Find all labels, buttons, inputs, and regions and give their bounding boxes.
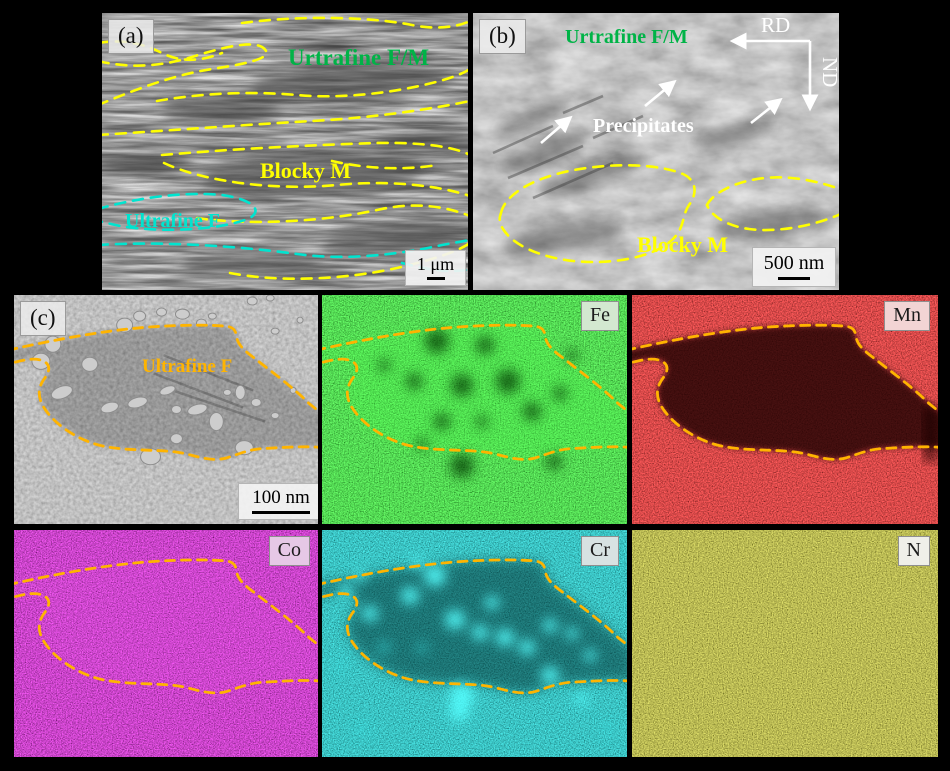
fe-depleted-spots: [378, 329, 578, 478]
eds-map-n: N: [632, 530, 938, 757]
label-rd-direction: RD: [761, 13, 791, 37]
scale-bar-line: [426, 277, 445, 280]
label-precipitates: Precipitates: [593, 115, 694, 137]
scale-bar-100nm: 100 nm: [238, 483, 318, 520]
blocky-m-dashed-outline: [498, 163, 839, 264]
precipitate-lath-patches: [496, 99, 828, 256]
panel-label-c: (c): [20, 301, 66, 336]
panel-b-sem-micrograph: (b) Urtrafine F/M Precipitates Blocky M …: [473, 13, 839, 290]
element-tag-cr: Cr: [581, 536, 619, 566]
sem-texture-a: [102, 13, 468, 290]
precipitate-arrows: [540, 79, 783, 144]
element-tag-fe: Fe: [581, 301, 619, 331]
scale-bar-line: [252, 511, 310, 514]
eds-texture-n: [632, 530, 938, 757]
precipitate-particles: [31, 295, 304, 466]
label-ultrafine-f-c: Ultrafine F: [142, 356, 233, 377]
label-ultrafine-fm-b: Urtrafine F/M: [565, 26, 688, 48]
eds-texture-cr: [322, 530, 627, 757]
label-nd-direction: ND: [818, 57, 839, 88]
scale-bar-text: 500 nm: [763, 252, 825, 274]
element-tag-n: N: [897, 536, 930, 566]
eds-map-fe: Fe: [322, 295, 627, 524]
scale-bar-text: 100 nm: [252, 487, 310, 508]
eds-texture-co: [14, 530, 318, 757]
cr-rich-precipitates: [339, 556, 596, 722]
eds-texture-mn: [632, 295, 938, 524]
eds-map-cr: Cr: [322, 530, 627, 757]
panel-label-b: (b): [479, 19, 526, 54]
scale-bar-500nm: 500 nm: [752, 247, 836, 287]
eds-texture-fe: [322, 295, 627, 524]
label-blocky-m-a: Blocky M: [260, 158, 352, 183]
scale-bar-line: [778, 277, 810, 280]
sem-texture-b: [473, 13, 839, 290]
label-ultrafine-fm-a: Urtrafine F/M: [288, 45, 430, 70]
eds-map-mn: Mn: [632, 295, 938, 524]
panel-a-sem-micrograph: (a) Urtrafine F/M Blocky M Ultrafine F 1…: [102, 13, 468, 290]
panel-c-sem-micrograph: (c) Ultrafine F 100 nm: [14, 295, 318, 524]
cr-faint-spots: [334, 552, 615, 736]
eds-map-co: Co: [14, 530, 318, 757]
element-tag-mn: Mn: [884, 301, 930, 331]
scale-bar-text: 1 μm: [416, 254, 455, 274]
rd-nd-axes-arrows: [729, 32, 819, 112]
element-tag-co: Co: [268, 536, 310, 566]
lath-streaks: [492, 94, 644, 200]
lath-streaks-c: [153, 354, 266, 423]
scale-bar-1um: 1 μm: [405, 250, 466, 286]
label-blocky-m-b: Blocky M: [637, 232, 729, 257]
label-ultrafine-f-a: Ultrafine F: [125, 210, 220, 232]
mn-depleted-extension: [922, 405, 938, 461]
panel-label-a: (a): [108, 19, 154, 54]
